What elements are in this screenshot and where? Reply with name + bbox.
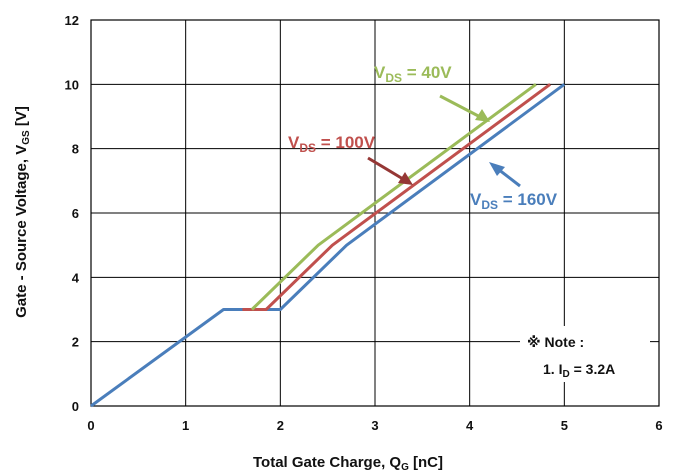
series-line-vds-100v [242,83,552,311]
arrow-160v-head [489,162,505,176]
x-tick-label: 1 [182,418,189,433]
arrow-100v-head [398,172,413,185]
x-tick-label: 4 [466,418,474,433]
y-tick-label: 10 [65,77,79,92]
y-tick-label: 8 [72,142,79,157]
note-title: ※ Note : [527,334,584,350]
annotation-100v: VDS = 100V [288,133,376,155]
series-lines [90,83,566,408]
y-axis-label: Gate - Source Voltage, VGS [V] [13,106,32,318]
x-tick-labels: 0 1 2 3 4 5 6 [87,418,662,433]
plot-frame [90,19,660,407]
x-tick-label: 0 [87,418,94,433]
y-tick-label: 12 [65,13,79,28]
x-tick-label: 5 [561,418,568,433]
y-tick-labels: 0 2 4 6 8 10 12 [65,13,80,414]
x-tick-label: 3 [371,418,378,433]
y-tick-label: 2 [72,335,79,350]
series-line-vds-160v [90,83,566,408]
arrow-40v-head [475,109,490,122]
series-line-vds-40v [250,83,537,311]
y-tick-label: 4 [72,270,80,285]
annotation-arrows [367,94,521,188]
y-tick-label: 6 [72,206,79,221]
note-background [520,326,650,382]
x-tick-label: 6 [655,418,662,433]
annotation-40v: VDS = 40V [374,63,452,85]
x-tick-label: 2 [277,418,284,433]
annotation-160v: VDS = 160V [470,190,558,212]
x-axis-label: Total Gate Charge, QG [nC] [253,454,443,473]
y-tick-label: 0 [72,399,79,414]
note-line: 1. ID = 3.2A [543,361,615,380]
